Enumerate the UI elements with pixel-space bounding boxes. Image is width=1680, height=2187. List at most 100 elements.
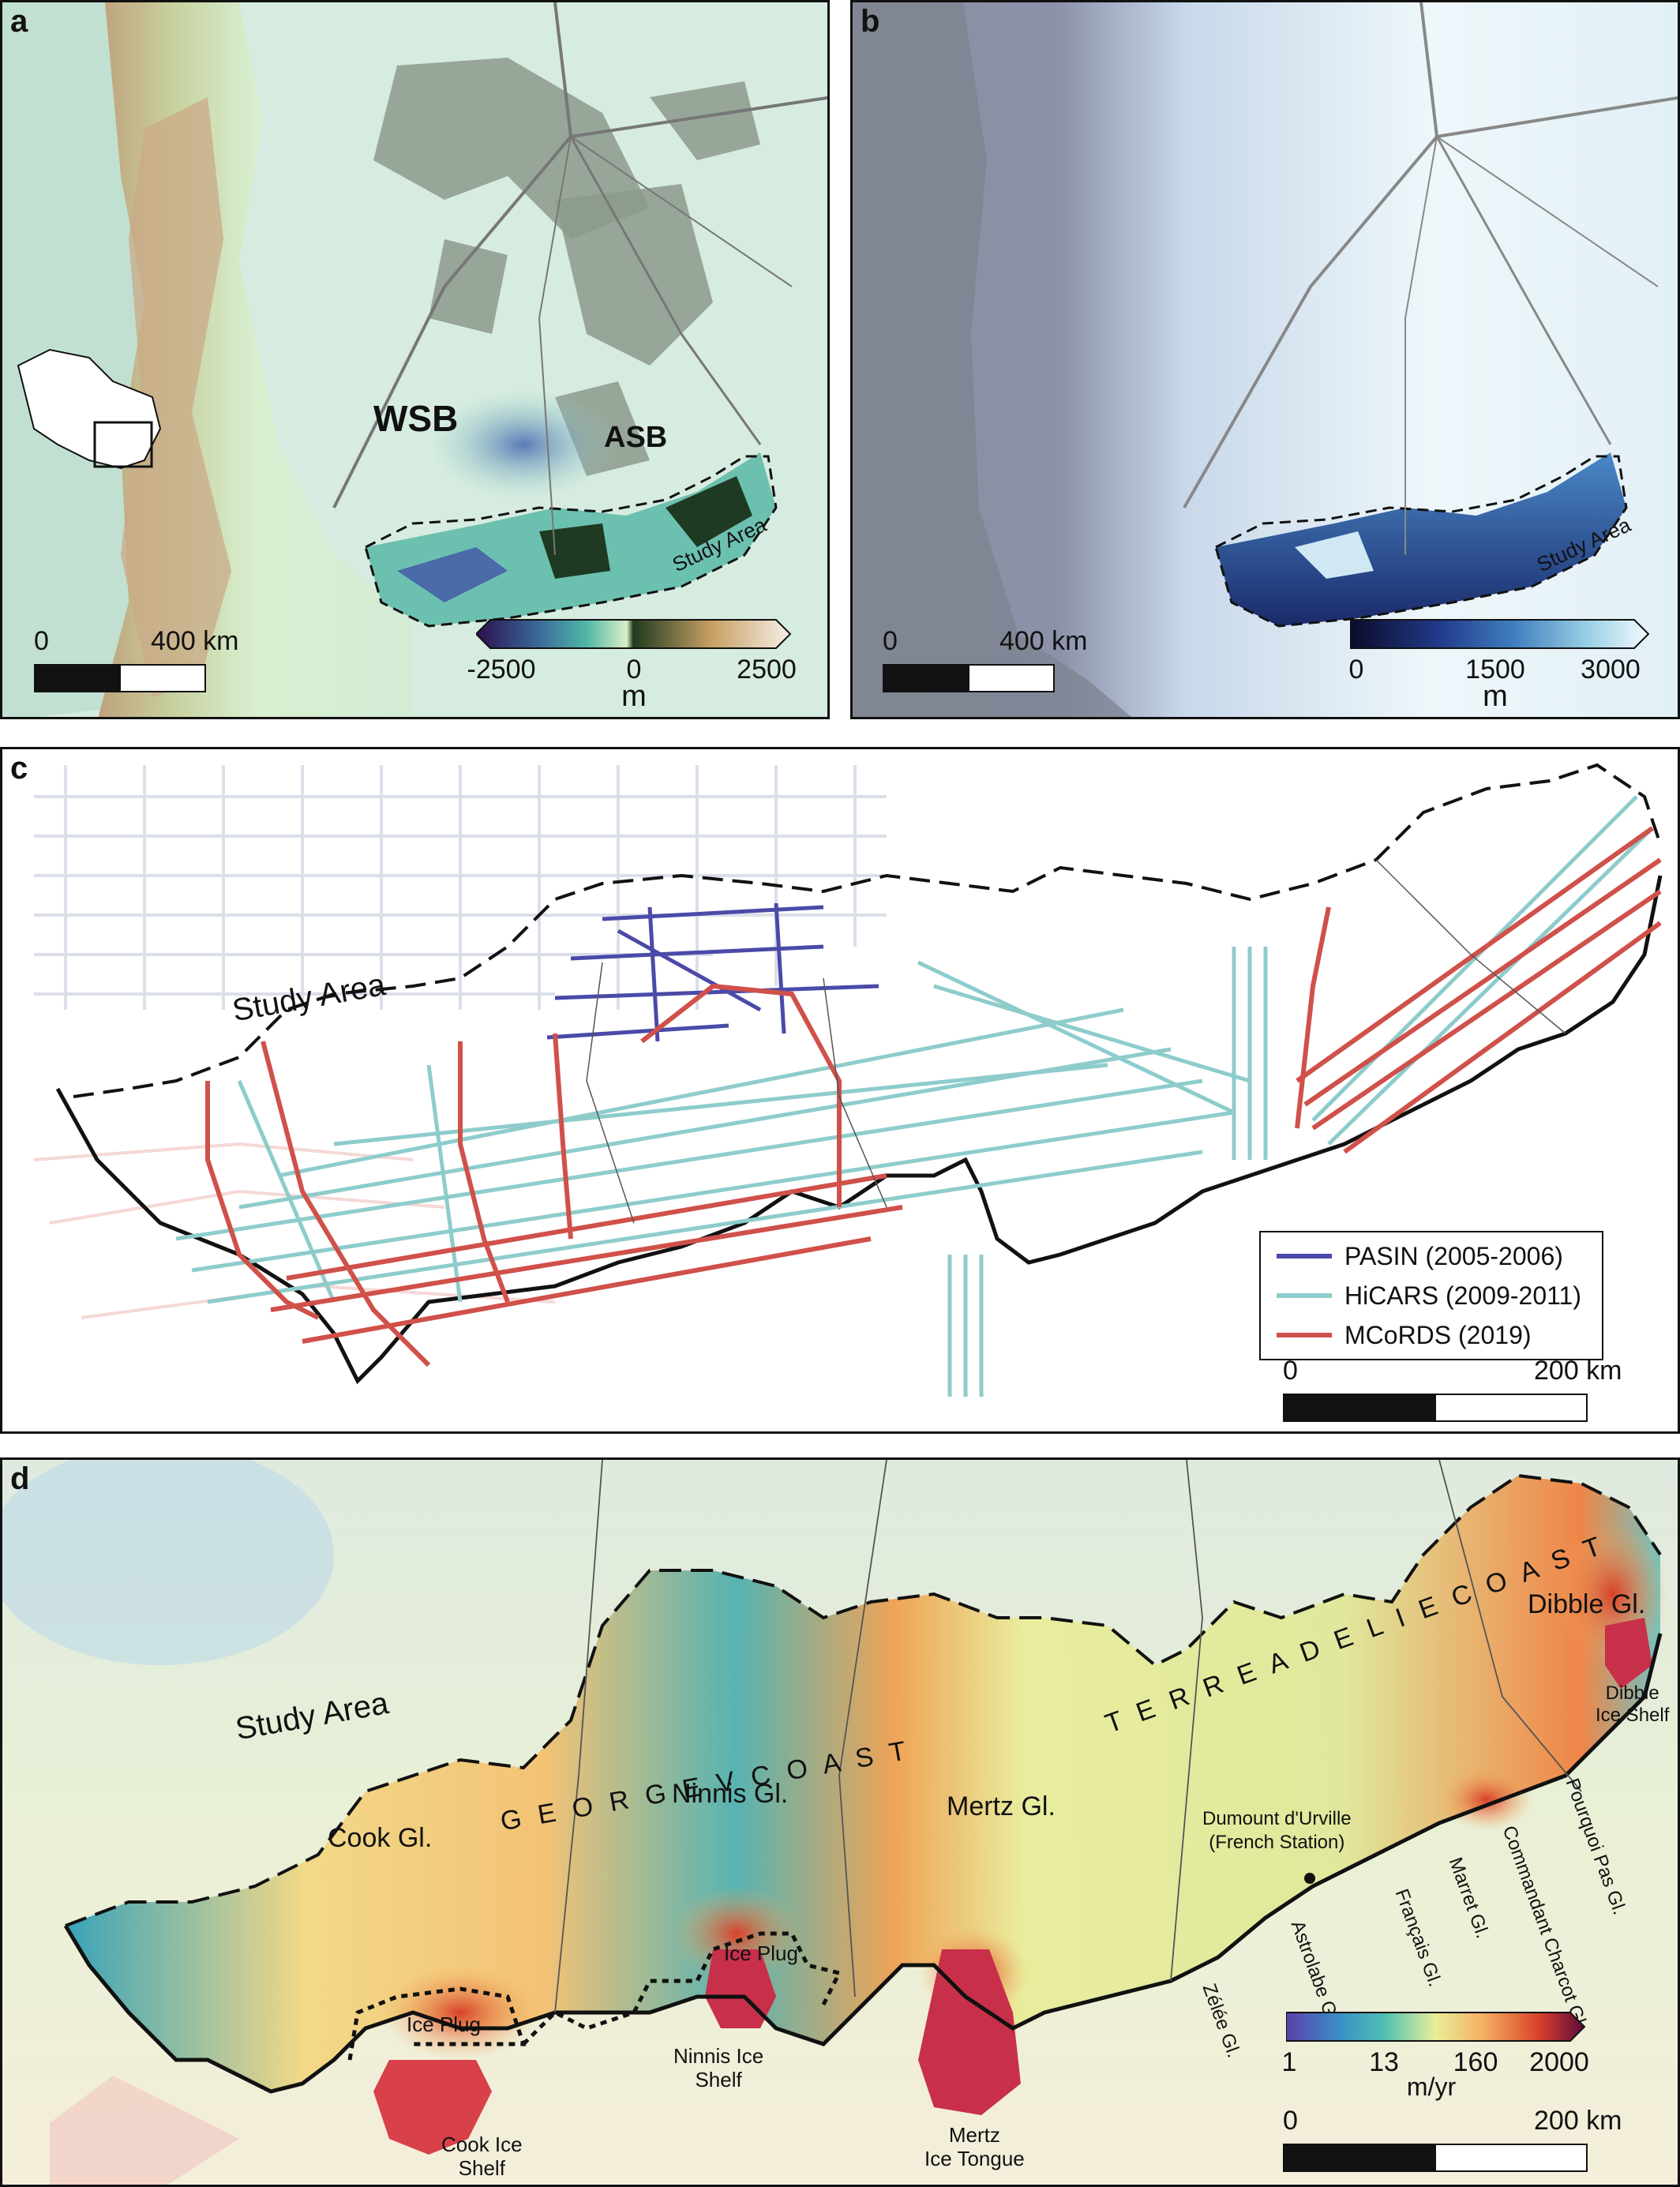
legend-item-pasin: PASIN (2005-2006): [1277, 1240, 1563, 1272]
cbar-tick: 2500: [737, 655, 797, 685]
ninnis-ice-shelf-label: Ninnis Ice Shelf: [673, 2044, 763, 2091]
cook-ice-shelf-label: Cook Ice Shelf: [441, 2133, 523, 2180]
panel-b: b Study Area 0 400 km 0 1500 3000 m: [850, 0, 1680, 719]
scale-end: 400 km: [999, 626, 1088, 656]
study-area-outline: [73, 763, 1662, 1098]
legend-swatch: [1277, 1293, 1332, 1298]
panel-c-label: c: [10, 751, 28, 786]
ice-plug-label-1: Ice Plug: [407, 2013, 481, 2036]
panel-b-label: b: [861, 4, 880, 39]
scale-zero: 0: [883, 626, 898, 656]
mertz-tongue-line2: Ice Tongue: [924, 2147, 1025, 2170]
scale-end: 200 km: [1534, 1356, 1622, 1386]
scale-black: [34, 664, 121, 692]
scale-end: 400 km: [151, 626, 239, 656]
cbar-tick: 0: [1348, 655, 1364, 685]
dibble-glacier-label: Dibble Gl.: [1528, 1589, 1646, 1619]
study-area-outline: [1214, 455, 1628, 628]
coastline: [63, 1633, 1663, 2094]
mertz-tongue-line1: Mertz: [948, 2123, 1000, 2147]
scale-black: [883, 664, 969, 692]
cook-shelf-line1: Cook Ice: [441, 2133, 523, 2156]
study-area-outline: [364, 455, 778, 628]
panel-b-scalebar: 0 400 km: [883, 626, 1088, 697]
dumont-durville-station-marker: [1304, 1873, 1315, 1884]
legend-item-hicars: HiCARS (2009-2011): [1277, 1280, 1581, 1311]
panel-b-map: [853, 2, 1678, 717]
dibble-shelf-line2: Ice Shelf: [1596, 1705, 1670, 1726]
legend-swatch: [1277, 1333, 1332, 1337]
ice-plug-outline: [522, 1931, 842, 2046]
panel-a-map: [2, 2, 827, 717]
scale-white: [119, 664, 206, 692]
dibble-ice-shelf: [1605, 1618, 1652, 1689]
cbar-tick: 0: [626, 655, 642, 685]
study-area-outline: [65, 1473, 1662, 1927]
asb-label: ASB: [604, 421, 668, 454]
cook-shelf-line2: Shelf: [458, 2156, 505, 2180]
antarctica-inset: [17, 348, 162, 470]
legend-item-mcords: MCoRDS (2019): [1277, 1319, 1532, 1351]
panel-d-label: d: [10, 1461, 30, 1496]
colorbar-ramp: [476, 619, 792, 649]
ninnis-shelf-line1: Ninnis Ice: [673, 2044, 764, 2068]
scale-white: [1434, 2144, 1588, 2172]
station-line1: Dumount d'Urville: [1202, 1808, 1352, 1829]
panel-c: c Study Area PASIN (2005-2006) HiCARS (2…: [0, 747, 1680, 1434]
mertz-ice-tongue-label: Mertz Ice Tongue: [924, 2123, 1025, 2170]
dumont-durville-label: Dumount d'Urville (French Station): [1202, 1807, 1352, 1855]
mertz-glacier-label: Mertz Gl.: [947, 1791, 1056, 1821]
cbar-tick: -2500: [467, 655, 536, 685]
cook-glacier-label: Cook Gl.: [328, 1823, 433, 1853]
wsb-label: WSB: [373, 398, 459, 439]
station-line2: (French Station): [1209, 1832, 1345, 1853]
scale-white: [1434, 1394, 1588, 1422]
panel-a-colorbar: -2500 0 2500 m: [467, 618, 797, 713]
panel-d-colorbar: 1 13 160 2000 m/yr: [1282, 2011, 1589, 2106]
panel-a-scalebar: 0 400 km: [34, 626, 239, 697]
cook-ice-shelf: [373, 2060, 492, 2155]
colorbar-ramp: [1350, 619, 1650, 649]
background-flightlines: [34, 765, 887, 1010]
dibble-shelf-line1: Dibble: [1605, 1682, 1659, 1704]
panel-c-scalebar: 0 200 km: [1283, 1356, 1622, 1427]
legend-label: MCoRDS (2019): [1344, 1320, 1532, 1349]
scale-zero: 0: [1283, 2106, 1298, 2136]
panel-d-scalebar: 0 200 km: [1283, 2106, 1622, 2177]
scale-end: 200 km: [1534, 2106, 1622, 2136]
hicars-lines: [175, 795, 1654, 1397]
scale-black: [1283, 1394, 1436, 1422]
colorbar-ramp: [1286, 2012, 1586, 2042]
legend-swatch: [1277, 1254, 1332, 1259]
panel-b-colorbar: 0 1500 3000 m: [1348, 618, 1650, 713]
ice-plug-outline: [347, 1986, 527, 2061]
coastline: [55, 875, 1663, 1385]
panel-d-map: [2, 1460, 1678, 2185]
cbar-unit: m/yr: [1406, 2073, 1457, 2101]
cbar-tick: 13: [1369, 2047, 1399, 2077]
dibble-ice-shelf-label: Dibble Ice Shelf: [1596, 1682, 1669, 1727]
cbar-tick: 160: [1453, 2047, 1498, 2077]
panel-c-legend: PASIN (2005-2006) HiCARS (2009-2011) MCo…: [1259, 1231, 1603, 1360]
scale-white: [968, 664, 1055, 692]
inset-extent-box: [93, 421, 153, 468]
legend-label: HiCARS (2009-2011): [1344, 1281, 1581, 1310]
panel-a-label: a: [10, 4, 28, 39]
cbar-tick: 3000: [1581, 655, 1641, 685]
ninnis-glacier-label: Ninnis Gl.: [672, 1779, 789, 1809]
legend-label: PASIN (2005-2006): [1344, 1241, 1563, 1270]
panel-d: d Study Area G E O R G E V C O A S T T E…: [0, 1457, 1680, 2187]
cbar-tick: 1500: [1465, 655, 1525, 685]
cbar-unit: m: [1483, 680, 1508, 713]
cbar-unit: m: [621, 680, 647, 713]
mcords-lines: [205, 826, 1662, 1367]
ice-plug-label-2: Ice Plug: [724, 1941, 798, 1965]
scale-zero: 0: [1283, 1356, 1298, 1386]
ninnis-shelf-line2: Shelf: [695, 2068, 742, 2091]
cbar-tick: 2000: [1529, 2047, 1589, 2077]
mertz-ice-tongue: [918, 1949, 1021, 2115]
scale-black: [1283, 2144, 1436, 2172]
scale-zero: 0: [34, 626, 49, 656]
panel-a: a WSB ASB Study Area 0 400 km -2500 0 25…: [0, 0, 830, 719]
cbar-tick: 1: [1281, 2047, 1297, 2077]
